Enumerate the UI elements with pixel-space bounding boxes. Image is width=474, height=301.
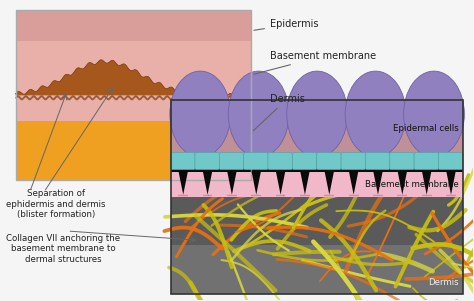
Text: Basement membrane: Basement membrane <box>254 51 376 74</box>
Polygon shape <box>227 170 237 195</box>
Text: Dermis: Dermis <box>253 94 305 131</box>
Bar <box>16 10 251 180</box>
Polygon shape <box>276 170 285 195</box>
Polygon shape <box>16 60 251 97</box>
Polygon shape <box>324 170 334 195</box>
Bar <box>171 197 463 294</box>
Text: Epidermal cells: Epidermal cells <box>393 124 458 133</box>
Bar <box>171 100 463 294</box>
FancyBboxPatch shape <box>268 153 292 169</box>
FancyBboxPatch shape <box>292 153 317 169</box>
FancyBboxPatch shape <box>365 153 390 169</box>
Text: Dermis: Dermis <box>428 278 458 287</box>
Polygon shape <box>422 170 431 195</box>
FancyBboxPatch shape <box>438 153 463 169</box>
FancyBboxPatch shape <box>171 153 195 169</box>
Ellipse shape <box>345 71 406 157</box>
Bar <box>16 10 251 41</box>
Polygon shape <box>178 170 188 195</box>
Ellipse shape <box>287 71 347 157</box>
FancyBboxPatch shape <box>244 153 268 169</box>
Bar <box>171 172 463 197</box>
Polygon shape <box>203 170 212 195</box>
Bar <box>171 100 463 172</box>
Polygon shape <box>446 170 456 195</box>
Ellipse shape <box>228 71 289 157</box>
Text: Epidermis: Epidermis <box>254 19 319 30</box>
Bar <box>16 10 251 121</box>
Polygon shape <box>373 170 383 195</box>
Bar <box>16 92 251 180</box>
Polygon shape <box>349 170 358 195</box>
Text: Separation of
ephidermis and dermis
(blister formation): Separation of ephidermis and dermis (bli… <box>6 189 106 219</box>
FancyBboxPatch shape <box>195 153 219 169</box>
FancyBboxPatch shape <box>219 153 244 169</box>
Bar <box>171 161 463 172</box>
Text: Collagen VII anchoring the
basement membrane to
dermal structures: Collagen VII anchoring the basement memb… <box>6 234 120 264</box>
Bar <box>171 245 463 294</box>
FancyBboxPatch shape <box>390 153 414 169</box>
FancyBboxPatch shape <box>317 153 341 169</box>
Polygon shape <box>398 170 407 195</box>
Polygon shape <box>300 170 310 195</box>
Text: Basement membrane: Basement membrane <box>365 180 458 189</box>
Polygon shape <box>251 170 261 195</box>
FancyBboxPatch shape <box>341 153 365 169</box>
Ellipse shape <box>170 71 231 157</box>
Ellipse shape <box>403 71 465 157</box>
FancyBboxPatch shape <box>414 153 438 169</box>
